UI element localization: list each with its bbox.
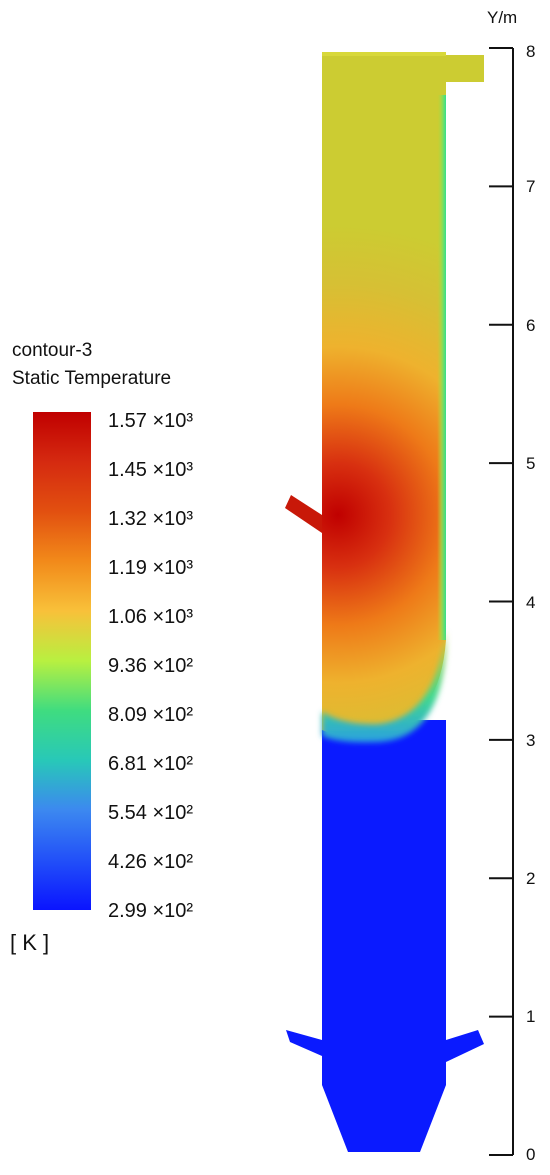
legend-label-10: 4.26 ×10²	[108, 851, 194, 873]
legend-label-8: 6.81 ×10²	[108, 753, 194, 775]
legend-label-11: 2.99 ×10²	[108, 900, 194, 922]
legend-label-3: 1.32 ×10³	[108, 508, 194, 530]
tick-label-0: 0	[526, 1145, 536, 1164]
tick-label-7: 7	[526, 177, 536, 196]
lower-left-nozzle	[286, 1030, 322, 1056]
tick-label-5: 5	[526, 454, 536, 473]
legend-title: contour-3	[12, 340, 93, 361]
lower-right-nozzle	[446, 1030, 484, 1062]
top-outlet-duct	[446, 55, 484, 82]
legend-label-7: 8.09 ×10²	[108, 704, 194, 726]
tick-label-8: 8	[526, 42, 536, 61]
cold-region	[286, 720, 484, 1152]
tick-label-3: 3	[526, 731, 536, 750]
legend-label-6: 9.36 ×10²	[108, 655, 194, 677]
legend-label-5: 1.06 ×10³	[108, 606, 194, 628]
unit-label: [ K ]	[10, 930, 50, 955]
tick-label-6: 6	[526, 316, 536, 335]
legend-label-4: 1.19 ×10³	[108, 557, 194, 579]
hot-region	[285, 52, 484, 743]
legend-subtitle: Static Temperature	[12, 368, 172, 389]
color-bar	[33, 412, 91, 910]
legend-label-1: 1.57 ×10³	[108, 410, 194, 432]
tick-label-2: 2	[526, 869, 536, 888]
tick-label-1: 1	[526, 1007, 536, 1026]
tick-label-4: 4	[526, 593, 536, 612]
axis-label: Y/m	[487, 8, 518, 27]
legend-label-9: 5.54 ×10²	[108, 802, 194, 824]
side-inlet-nozzle	[285, 495, 322, 533]
legend-label-2: 1.45 ×10³	[108, 459, 194, 481]
